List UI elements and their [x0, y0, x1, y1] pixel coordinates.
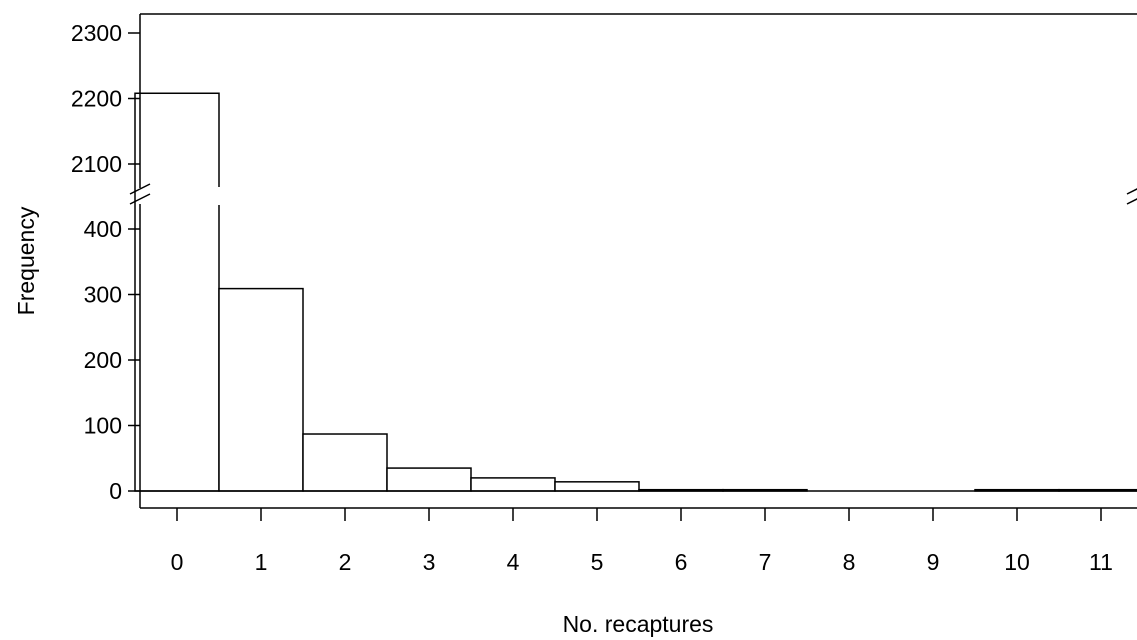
x-tick-label-8: 8: [843, 549, 856, 575]
bar-4: [470, 477, 556, 492]
x-tick-label-9: 9: [927, 549, 940, 575]
bar-break-gap: [214, 187, 224, 205]
axis-break-mark-left-1: [129, 183, 151, 195]
bars-group: [134, 92, 1137, 492]
y-tick-label-100: 100: [84, 413, 122, 439]
y-tick-label-0: 0: [109, 478, 122, 504]
x-tick-label-11: 11: [1089, 549, 1113, 575]
bar-3: [386, 467, 472, 492]
ticks-group: 0 100 200 300 400 2100 2200 2300 0 1 2 3 4 5 6 7 8 9 10 11: [71, 20, 1113, 575]
y-tick-label-300: 300: [84, 282, 122, 308]
axis-break-mark-left-2: [129, 193, 151, 205]
x-tick-label-0: 0: [171, 549, 184, 575]
x-tick-label-5: 5: [591, 549, 604, 575]
bar-1: [218, 287, 304, 492]
x-tick-label-6: 6: [675, 549, 688, 575]
x-tick-label-10: 10: [1004, 549, 1030, 575]
y-tick-label-400: 400: [84, 216, 122, 242]
x-axis-label: No. recaptures: [563, 611, 714, 637]
y-axis-label: Frequency: [13, 206, 39, 315]
axes-group: [129, 13, 1137, 509]
bar-2: [302, 433, 388, 492]
bar-0: [134, 92, 220, 492]
axis-break-mark-right-2: [1126, 198, 1137, 205]
axis-break-mark-right-1: [1126, 188, 1137, 195]
y-tick-label-2100: 2100: [71, 151, 122, 177]
y-tick-label-2300: 2300: [71, 20, 122, 46]
y-tick-label-2200: 2200: [71, 86, 122, 112]
x-tick-label-3: 3: [423, 549, 436, 575]
x-tick-label-7: 7: [759, 549, 772, 575]
x-tick-label-1: 1: [255, 549, 268, 575]
x-tick-label-4: 4: [507, 549, 520, 575]
y-tick-label-200: 200: [84, 347, 122, 373]
bar-5: [554, 481, 640, 492]
x-tick-label-2: 2: [339, 549, 352, 575]
